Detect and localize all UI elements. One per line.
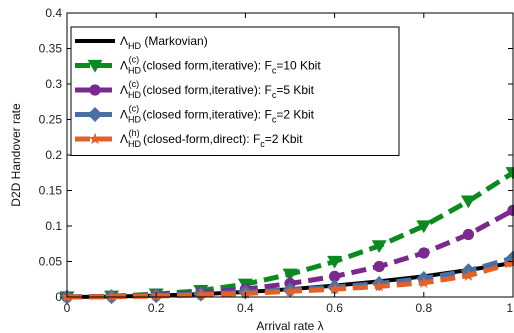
series-3-point: [462, 228, 475, 241]
legend-label: ΛHD(c) (closed form,iterative): Fc=2 Kbi…: [120, 104, 315, 125]
series-2-point: [282, 268, 298, 282]
x-tick-label: 1: [506, 301, 513, 315]
series-5-point: [506, 256, 514, 269]
legend-item-3: ΛHD(c) (closed form,iterative): Fc=5 Kbi…: [75, 79, 315, 100]
y-tick-label: 0.35: [39, 42, 63, 56]
x-tick-label: 0: [64, 301, 71, 315]
series-3-point: [373, 260, 385, 273]
series-2-point: [327, 255, 343, 269]
series-5-point: [328, 282, 341, 295]
y-tick-label: 0.2: [45, 148, 62, 162]
legend-marker: [89, 84, 101, 96]
legend-marker: [87, 107, 103, 122]
series-3-point: [507, 204, 514, 217]
y-tick-label: 0.05: [39, 255, 63, 269]
series-5-point: [462, 269, 475, 281]
y-tick-label: 0.15: [39, 184, 63, 198]
series-5-point: [373, 279, 386, 292]
series-5-point: [194, 288, 207, 301]
legend-label: ΛHD(c) (closed form,iterative): Fc=5 Kbi…: [120, 79, 315, 100]
series-5-point: [417, 276, 430, 288]
y-axis-title: D2D Handover rate: [9, 103, 23, 207]
y-tick-label: 0.25: [39, 113, 63, 127]
legend-label: ΛHD (Markovian): [120, 34, 208, 51]
legend-item-5: ΛHD(h) (closed-form,direct): Fc=2 Kbit: [75, 128, 303, 149]
y-tick-label: 0.3: [45, 77, 62, 91]
x-axis-title: Arrival rate λ: [256, 319, 323, 333]
series-5-point: [283, 284, 297, 297]
x-tick-label: 0.6: [326, 301, 343, 315]
x-tick-label: 0.4: [237, 301, 254, 315]
legend-label: ΛHD(h) (closed-form,direct): Fc=2 Kbit: [120, 128, 303, 149]
x-tick-label: 0.8: [415, 301, 432, 315]
axes-layer: 0 0.05 0.1 0.15 0.2 0.25 0.3 0.35 0.4 0 0.2 0.4 0.6 0…: [39, 6, 514, 315]
legend-item-4: ΛHD(c) (closed form,iterative): Fc=2 Kbi…: [75, 104, 315, 125]
legend-label: ΛHD(c) (closed form,iterative): Fc=10 Kb…: [120, 55, 321, 76]
legend-box: [70, 26, 400, 156]
series-3-point: [328, 270, 341, 283]
legend: ΛHD (Markovian) ΛHD(c) (closed form,itera…: [70, 26, 400, 156]
series-3-point: [418, 247, 430, 259]
y-tick-label: 0.1: [45, 219, 62, 233]
series-2-point: [460, 195, 476, 209]
x-tick-label: 0.2: [148, 301, 165, 315]
series-2-point: [371, 240, 387, 254]
y-tick-label: 0.4: [45, 6, 62, 20]
legend-item-2: ΛHD(c) (closed form,iterative): Fc=10 Kb…: [75, 55, 321, 76]
series-2-point: [505, 167, 514, 180]
series-2-point: [416, 220, 432, 234]
series-5-point: [105, 290, 118, 302]
y-tick-label: 0: [55, 290, 62, 304]
legend-item-1: ΛHD (Markovian): [75, 34, 208, 51]
series-layer: [59, 167, 514, 305]
legend-marker: [88, 132, 102, 145]
legend-marker: [87, 59, 103, 73]
